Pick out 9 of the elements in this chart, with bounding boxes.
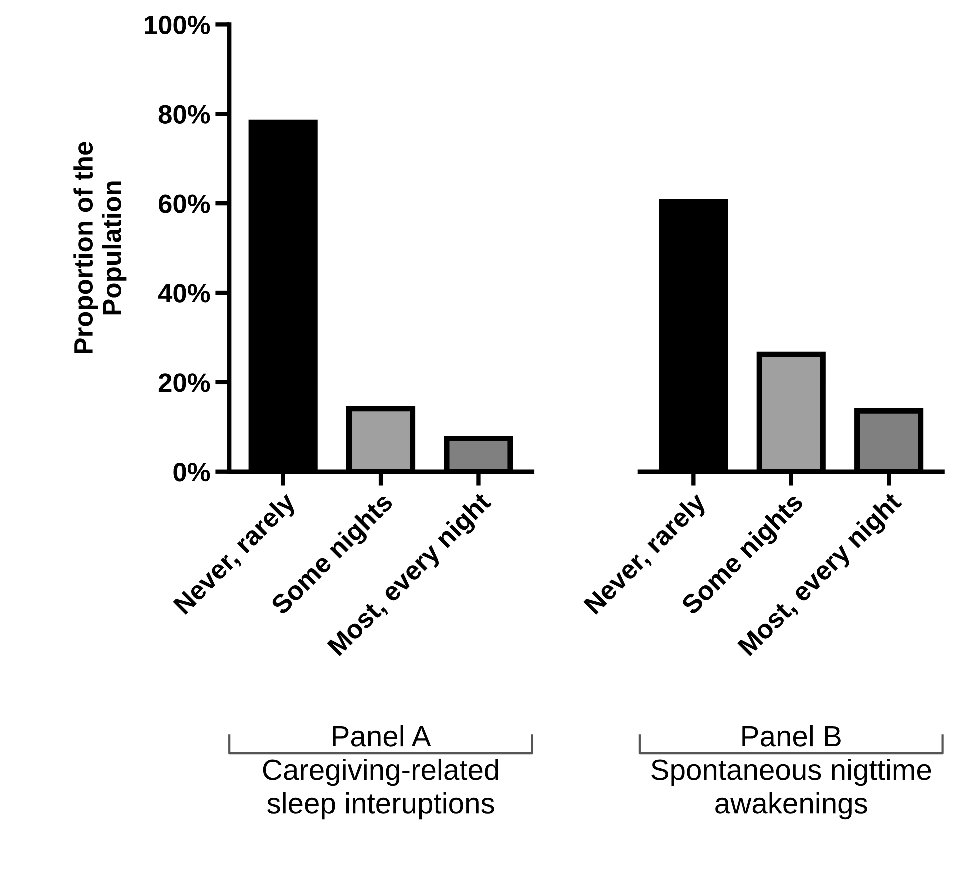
y-tick-label: 80%: [158, 105, 210, 124]
y-tick-label: 60%: [158, 194, 210, 214]
x-axis-title: Panel B Spontaneous nigttime awakenings: [652, 725, 932, 820]
y-tick-label: 40%: [158, 284, 210, 303]
y-tick-label: 0%: [174, 463, 210, 482]
y-tick-label: 100%: [145, 16, 210, 35]
y-tick-label: 20%: [158, 374, 210, 392]
y-axis-title: Proportion of the Population: [74, 142, 127, 354]
x-axis-title: Panel A Caregiving-related sleep interuptions: [263, 725, 498, 820]
